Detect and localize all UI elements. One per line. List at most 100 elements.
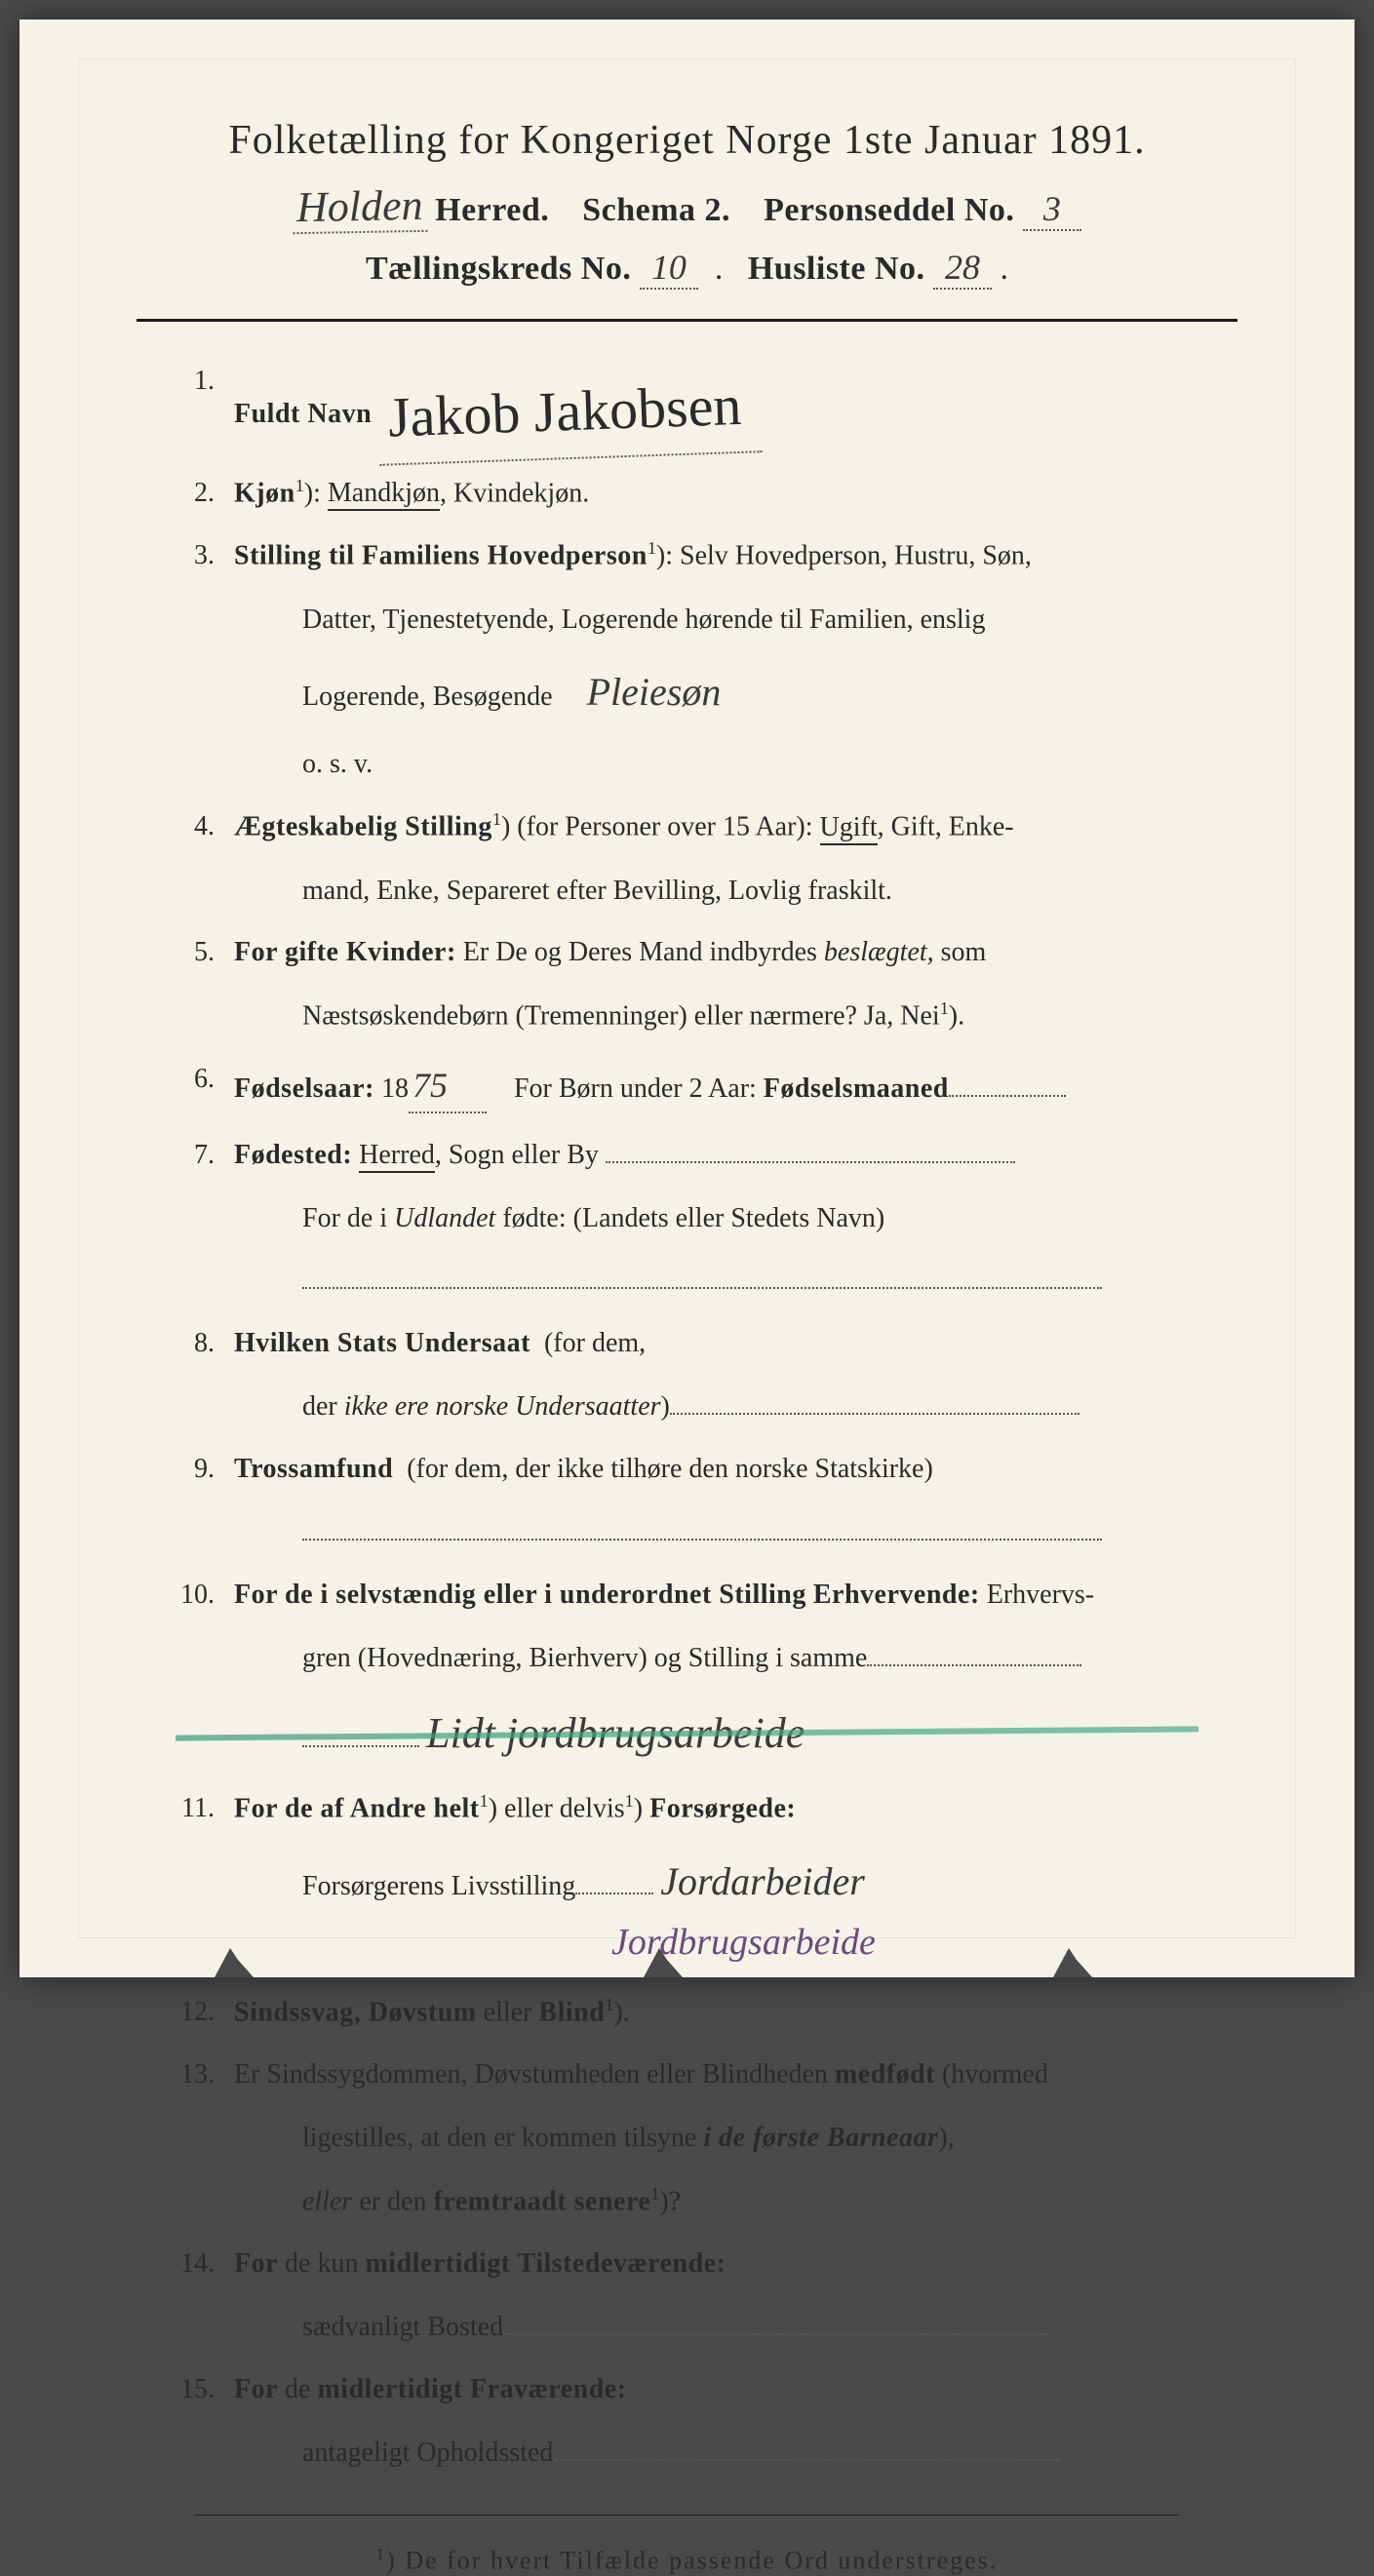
bp-blank — [606, 1136, 1015, 1163]
sup-bold2: Forsørgede: — [649, 1793, 796, 1823]
relation-opts1: Selv Hovedperson, Hustru, Søn, — [680, 541, 1032, 571]
bp-l2b: Udlandet — [394, 1203, 495, 1233]
relation-label: Stilling til Familiens Hovedperson — [234, 541, 648, 571]
dw-t2: (hvormed — [942, 2059, 1048, 2089]
bp-l2a: For de i — [302, 1203, 394, 1233]
row-marital: 4. Ægteskabelig Stilling1) (for Personer… — [176, 806, 1237, 847]
kreds-no: 10 — [640, 247, 698, 290]
row-religion: 9. Trossamfund (for dem, der ikke tilhør… — [176, 1449, 1237, 1490]
cit-l2a: der — [302, 1391, 344, 1422]
rel-blank-line — [176, 1511, 1237, 1555]
row-num: 6. — [176, 1059, 234, 1100]
by-text2: For Børn under 2 Aar: — [514, 1073, 757, 1104]
sup-label: For de af Andre helt — [234, 1793, 480, 1823]
row-supported: 11. For de af Andre helt1) eller delvis1… — [176, 1788, 1237, 1829]
sex-selected: Mandkjøn — [328, 478, 440, 511]
row-num: 1. — [176, 361, 234, 402]
footnote-rule — [195, 2515, 1179, 2516]
row-num: 9. — [176, 1449, 234, 1490]
relation-line2: Datter, Tjenestetyende, Logerende hørend… — [176, 599, 1237, 643]
footnote-ref: 1 — [650, 2184, 659, 2204]
by-year: 75 — [409, 1059, 487, 1113]
tp-blank — [503, 2308, 1049, 2335]
marital-rest: , Gift, Enke- — [878, 812, 1014, 842]
row-num: 13. — [176, 2054, 234, 2095]
tp-line2: sædvanligt Bosted — [176, 2306, 1237, 2350]
sex-rest: , Kvindekjøn. — [440, 478, 589, 508]
ta-blank — [553, 2434, 1060, 2461]
ta-for: For — [234, 2374, 278, 2404]
bp-line2: For de i Udlandet fødte: (Landets eller … — [176, 1197, 1237, 1241]
mw-text: Er De og Deres Mand indbyrdes — [463, 937, 817, 967]
row-married-women: 5. For gifte Kvinder: Er De og Deres Man… — [176, 932, 1237, 973]
tp-l2: sædvanligt Bosted — [302, 2312, 503, 2342]
row-name: 1. Fuldt Navn Jakob Jakobsen — [176, 361, 1237, 451]
bp-l2c: fødte: (Landets eller Stedets Navn) — [495, 1203, 884, 1233]
row-disability: 12. Sindssvag, Døvstum eller Blind1). — [176, 1992, 1237, 2033]
row-num: 15. — [176, 2369, 234, 2410]
personseddel-no: 3 — [1023, 188, 1081, 231]
footnote-ref: 1 — [625, 1791, 634, 1811]
dw-t1: Er Sindssygdommen, Døvstumheden eller Bl… — [234, 2059, 828, 2089]
name-label: Fuldt Navn — [234, 399, 372, 429]
husliste-no: 28 — [933, 247, 992, 290]
rel-text: (for dem, der ikke tilhøre den norske St… — [407, 1454, 933, 1484]
row-num: 7. — [176, 1135, 234, 1176]
sex-label: Kjøn — [234, 478, 295, 508]
sup-hand: Jordarbeider — [660, 1859, 865, 1903]
relation-osv: o. s. v. — [176, 743, 1237, 787]
bp-selected: Herred — [359, 1140, 435, 1173]
dw-line2: ligestilles, at den er kommen tilsyne i … — [176, 2117, 1237, 2161]
bp-blank-line — [176, 1260, 1237, 1304]
row-num: 5. — [176, 932, 234, 973]
marital-selected: Ugift — [820, 812, 878, 845]
footnote-ref: 1 — [648, 538, 656, 558]
herred-value: Holden — [293, 180, 427, 234]
herred-line: Holden Herred. Schema 2. Personseddel No… — [137, 181, 1237, 233]
dw-bold3: fremtraadt senere — [434, 2186, 651, 2216]
row-relation: 3. Stilling til Familiens Hovedperson1):… — [176, 535, 1237, 576]
bp-rest: , Sogn eller By — [435, 1140, 599, 1170]
marital-line2: mand, Enke, Separeret efter Bevilling, L… — [176, 870, 1237, 914]
dis-bold2: Blind — [538, 1997, 605, 2027]
personseddel-label: Personseddel No. — [764, 192, 1014, 228]
mw-text2: som — [941, 937, 987, 967]
cit-line2: der ikke ere norske Undersaatter) — [176, 1386, 1237, 1429]
dw-close: ), — [938, 2123, 954, 2153]
mw-line2: Næstsøskendebørn (Tremenninger) eller næ… — [176, 995, 1237, 1038]
husliste-label: Husliste No. — [748, 251, 925, 287]
ta-text: de — [285, 2374, 310, 2404]
ta-l2: antageligt Opholdssted — [302, 2438, 553, 2468]
by-label: Fødselsaar: — [234, 1073, 374, 1104]
cit-label: Hvilken Stats Undersaat — [234, 1328, 530, 1358]
dw-line3: eller er den fremtraadt senere1)? — [176, 2180, 1237, 2224]
header-rule — [137, 319, 1237, 322]
sup-line2: Forsørgerens Livsstilling Jordarbeider J… — [176, 1851, 1237, 1972]
rel-blank — [302, 1513, 1102, 1541]
form-body: 1. Fuldt Navn Jakob Jakobsen 2. Kjøn1): … — [137, 361, 1237, 2476]
cit-close: ) — [661, 1391, 670, 1422]
kreds-line: Tællingskreds No. 10 . Husliste No. 28 . — [137, 247, 1237, 290]
row-citizenship: 8. Hvilken Stats Undersaat (for dem, — [176, 1323, 1237, 1364]
by-prefix: 18 — [381, 1073, 409, 1104]
relation-line3-text: Logerende, Besøgende — [302, 682, 553, 712]
bp-blank2 — [302, 1262, 1102, 1289]
tp-text: de kun — [285, 2248, 358, 2279]
footnote-ref: 1 — [605, 1995, 613, 2014]
mw-italic: beslægtet, — [824, 937, 934, 967]
dw-l3a: eller — [302, 2186, 352, 2216]
row-num: 10. — [176, 1575, 234, 1616]
row-num: 12. — [176, 1992, 234, 2033]
sup-l2: Forsørgerens Livsstilling — [302, 1871, 575, 1901]
relation-line3: Logerende, Besøgende Pleiesøn — [176, 661, 1237, 723]
cit-blank — [670, 1387, 1080, 1415]
by-label2: Fødselsmaaned — [764, 1073, 949, 1104]
kreds-label: Tællingskreds No. — [366, 251, 631, 287]
row-occupation: 10. For de i selvstændig eller i underor… — [176, 1575, 1237, 1616]
occ-text: Erhvervs- — [987, 1580, 1094, 1610]
dw-l2: ligestilles, at den er kommen tilsyne — [302, 2123, 696, 2153]
footnote-text: ) De for hvert Tilfælde passende Ord und… — [386, 2547, 998, 2575]
mw-line2-text: Næstsøskendebørn (Tremenninger) eller næ… — [302, 1001, 940, 1032]
by-month-blank — [949, 1070, 1066, 1097]
row-num: 3. — [176, 535, 234, 576]
